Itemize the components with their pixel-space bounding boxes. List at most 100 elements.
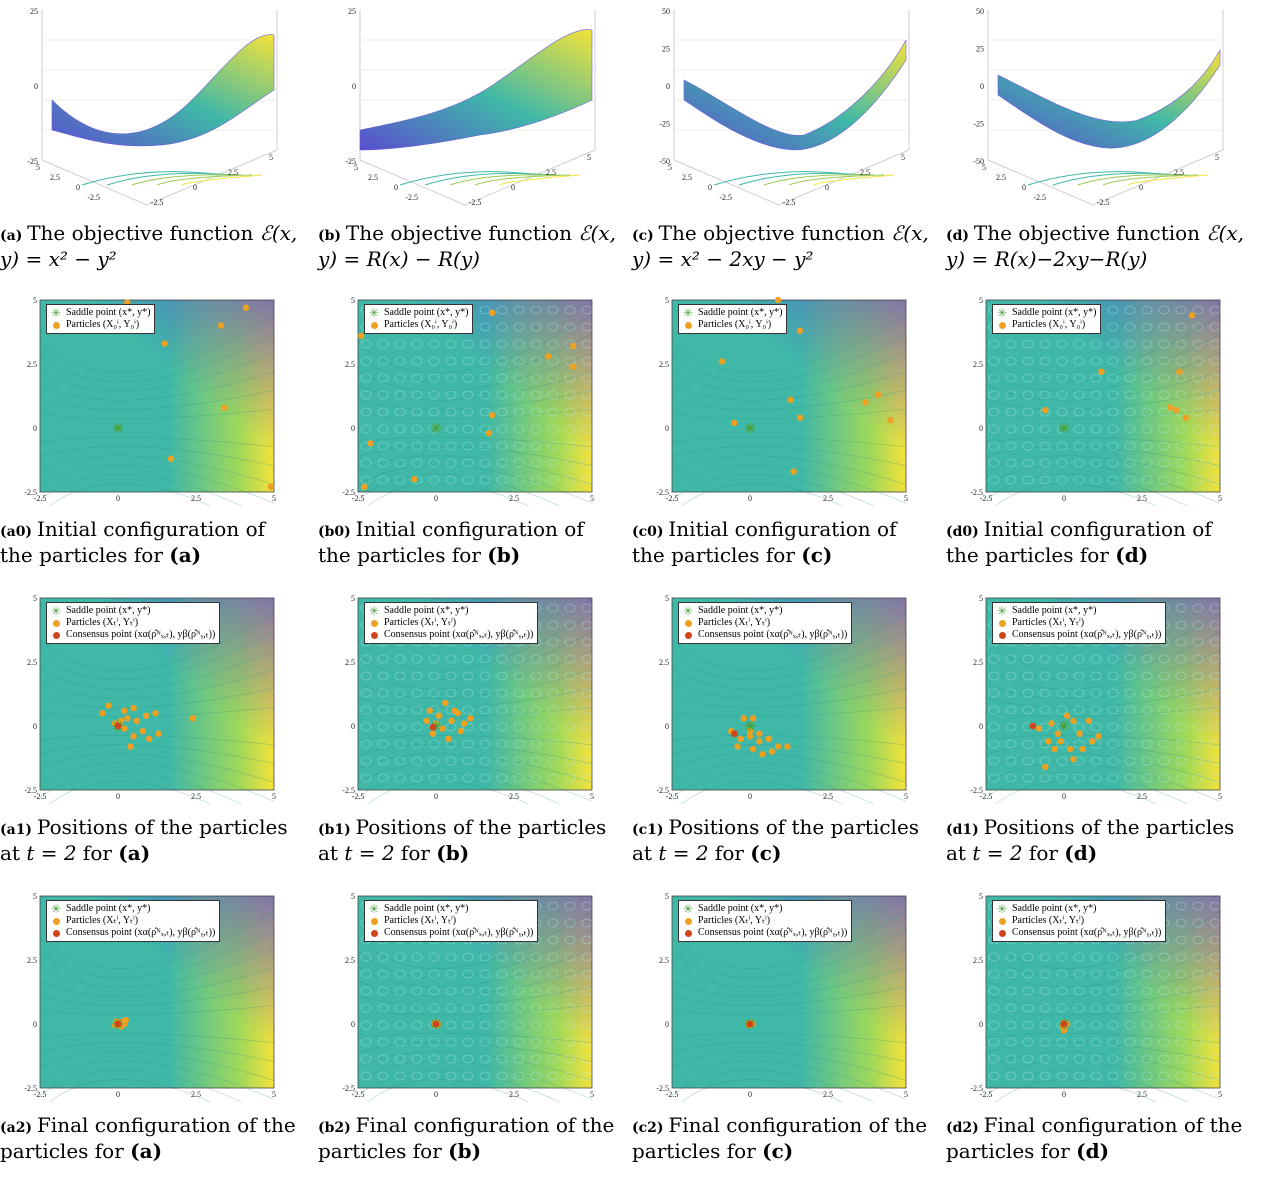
- periodic-contour: [1090, 671, 1102, 681]
- periodic-contour: [462, 441, 474, 451]
- periodic-contour: [496, 739, 508, 749]
- plot-panel: 50 25 0 -25 -50 5 2.5 0 -2.5 -2.5 0 2.5 5: [958, 0, 1228, 210]
- legend-consensus: Consensus point (xα(ρ̂ᴺₓ,ₜ), yβ(ρ̂ᴺᵧ,ₜ)): [369, 927, 533, 939]
- periodic-contour: [445, 1054, 457, 1064]
- particle-point: [105, 702, 112, 709]
- periodic-contour: [1039, 671, 1051, 681]
- periodic-contour: [1192, 441, 1204, 451]
- contour-line: [985, 436, 1221, 448]
- periodic-contour: [479, 1054, 491, 1064]
- plot-frame: [671, 299, 907, 493]
- contour-line: [671, 314, 907, 373]
- periodic-contour: [394, 756, 406, 766]
- periodic-contour: [479, 986, 491, 996]
- periodic-contour: [1175, 441, 1187, 451]
- periodic-contour: [513, 1071, 525, 1081]
- periodic-contour: [445, 424, 457, 434]
- periodic-contour: [1090, 424, 1102, 434]
- periodic-contour: [1141, 305, 1153, 315]
- periodic-contour: [394, 986, 406, 996]
- plot-frame: [357, 895, 593, 1089]
- periodic-contour: [1056, 458, 1068, 468]
- periodic-contour: [530, 722, 542, 732]
- legend-particles: Particles (X₀ⁱ, Y₀ⁱ): [997, 319, 1096, 331]
- periodic-contour: [462, 373, 474, 383]
- legend-particles: Particles (Xₜⁱ, Yₜⁱ): [369, 915, 533, 927]
- periodic-contour: [1090, 356, 1102, 366]
- periodic-contour: [377, 1020, 389, 1030]
- periodic-contour: [1141, 475, 1153, 485]
- periodic-contour: [1192, 458, 1204, 468]
- contour-line: [671, 967, 907, 997]
- periodic-contour: [411, 756, 423, 766]
- particle-point: [874, 391, 882, 398]
- periodic-contour: [445, 969, 457, 979]
- legend-label: Consensus point (xα(ρ̂ᴺₓ,ₜ), yβ(ρ̂ᴺᵧ,ₜ)): [698, 927, 848, 938]
- figure-caption: (c) The objective function ℰ(x, y) = x² …: [632, 222, 932, 271]
- periodic-contour: [377, 356, 389, 366]
- periodic-contour: [462, 739, 474, 749]
- periodic-contour: [445, 339, 457, 349]
- periodic-contour: [428, 356, 440, 366]
- caption-tag: (a): [0, 228, 28, 244]
- periodic-contour: [394, 1071, 406, 1081]
- contour-line: [39, 771, 243, 804]
- particle-point: [1045, 738, 1052, 745]
- periodic-contour: [1107, 739, 1119, 749]
- legend-label: Particles (Xₜⁱ, Yₜⁱ): [66, 915, 139, 926]
- periodic-contour: [360, 739, 372, 749]
- periodic-contour: [445, 356, 457, 366]
- periodic-contour: [530, 475, 542, 485]
- periodic-contour: [1158, 705, 1170, 715]
- plot-panel: 5 2.5 0 -2.5-2.5 0 2.5 5 ✳✳ Saddle point (x*, y*…: [330, 892, 600, 1102]
- periodic-contour: [496, 756, 508, 766]
- contour-line: [357, 650, 593, 690]
- periodic-contour: [547, 952, 559, 962]
- periodic-contour: [1107, 986, 1119, 996]
- periodic-contour: [1107, 773, 1119, 783]
- contour-line: [985, 464, 1221, 504]
- z-tick-label: 50: [662, 7, 670, 16]
- periodic-contour: [445, 654, 457, 664]
- periodic-contour: [988, 986, 1000, 996]
- legend-consensus: Consensus point (xα(ρ̂ᴺₓ,ₜ), yβ(ρ̂ᴺᵧ,ₜ)): [997, 629, 1161, 641]
- plot-frame: [671, 895, 907, 1089]
- asterisk-icon: ✳: [369, 902, 380, 916]
- x-tick-label: -2.5: [666, 1090, 679, 1099]
- particle-point: [217, 322, 225, 329]
- contour-line: [671, 706, 907, 718]
- dot-icon: [370, 619, 378, 627]
- periodic-contour: [1141, 339, 1153, 349]
- periodic-contour: [1192, 1020, 1204, 1030]
- periodic-contour: [411, 986, 423, 996]
- periodic-contour: [411, 424, 423, 434]
- particle-point: [130, 733, 137, 740]
- floor-contour: [181, 174, 263, 186]
- y-tick-label: 5: [1215, 153, 1219, 162]
- legend-saddle: ✳ Saddle point (x*, y*): [51, 903, 215, 915]
- particle-point: [1176, 368, 1183, 375]
- periodic-contour: [1175, 1054, 1187, 1064]
- y-tick-label: -2.5: [469, 198, 482, 207]
- periodic-contour: [1090, 986, 1102, 996]
- periodic-contour: [1039, 705, 1051, 715]
- contour-line: [671, 612, 907, 671]
- contour-line: [366, 1079, 529, 1102]
- caption-ref: (d): [1076, 1139, 1110, 1163]
- periodic-contour: [530, 1071, 542, 1081]
- contour-line: [985, 910, 1221, 969]
- contour-line: [985, 771, 1189, 804]
- periodic-contour: [1141, 458, 1153, 468]
- x-tick-label: 0: [116, 1090, 120, 1099]
- periodic-contour: [377, 705, 389, 715]
- y-tick-label: 2.5: [659, 956, 669, 965]
- periodic-contour: [1022, 1020, 1034, 1030]
- periodic-contour: [547, 918, 559, 928]
- periodic-contour: [564, 373, 576, 383]
- periodic-contour: [1039, 952, 1051, 962]
- y-tick-label: -2.5: [342, 1084, 355, 1093]
- contour-line: [985, 631, 1221, 681]
- periodic-contour: [377, 1071, 389, 1081]
- periodic-contour: [1005, 1003, 1017, 1013]
- periodic-contour: [445, 986, 457, 996]
